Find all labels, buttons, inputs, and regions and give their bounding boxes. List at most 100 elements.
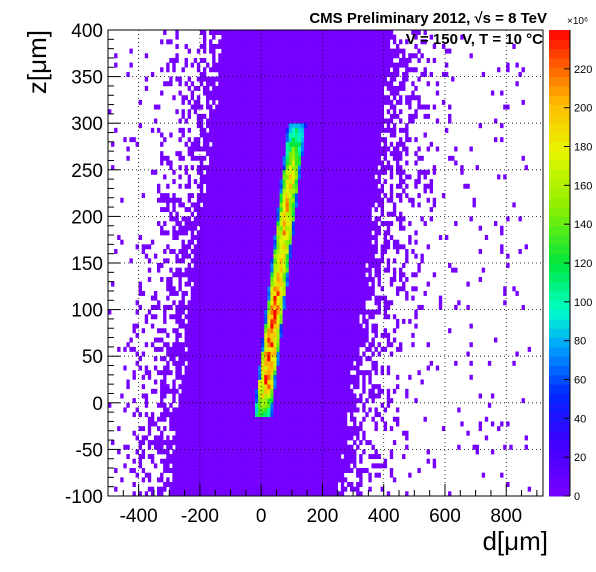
heatmap-cell [242, 267, 247, 273]
heatmap-cell [224, 486, 228, 492]
heatmap-cell [206, 412, 210, 418]
heatmap-cell [328, 281, 332, 287]
heatmap-cell [212, 463, 216, 469]
heatmap-cell [322, 426, 326, 432]
heatmap-cell [313, 388, 317, 394]
heatmap-cell [206, 407, 210, 413]
heatmap-cell [411, 249, 415, 254]
heatmap-cell [294, 300, 299, 306]
heatmap-cell [276, 295, 280, 301]
heatmap-cell [365, 221, 369, 227]
heatmap-cell [316, 290, 320, 296]
heatmap-cell [285, 328, 290, 334]
heatmap-cell [212, 402, 216, 408]
heatmap-cell [199, 407, 204, 413]
heatmap-cell [313, 174, 317, 180]
heatmap-cell [307, 351, 311, 357]
heatmap-cell [500, 421, 504, 427]
heatmap-cell [206, 346, 210, 352]
heatmap-cell [248, 463, 253, 469]
heatmap-cell [337, 440, 342, 446]
heatmap-cell [258, 225, 262, 231]
heatmap-cell [267, 314, 271, 320]
heatmap-cell [267, 230, 271, 236]
heatmap-cell [172, 379, 176, 385]
heatmap-cell [242, 430, 247, 436]
heatmap-cell [199, 230, 204, 236]
heatmap-cell [276, 482, 280, 487]
heatmap-cell [233, 360, 237, 366]
heatmap-cell [160, 263, 164, 268]
heatmap-cell [368, 239, 372, 245]
heatmap-cell [291, 351, 296, 357]
heatmap-cell [150, 304, 155, 310]
heatmap-cell [273, 328, 277, 334]
heatmap-cell [255, 309, 259, 315]
heatmap-cell [212, 449, 216, 455]
heatmap-cell [276, 360, 280, 366]
heatmap-cell [319, 384, 323, 390]
heatmap-cell [282, 272, 286, 278]
heatmap-cell [365, 249, 369, 254]
heatmap-cell [248, 444, 253, 450]
heatmap-cell [359, 179, 363, 185]
heatmap-cell [294, 412, 299, 418]
heatmap-cell [261, 230, 265, 236]
heatmap-cell [343, 393, 348, 399]
heatmap-cell [135, 360, 139, 366]
heatmap-cell [132, 491, 136, 497]
heatmap-cell [224, 402, 228, 408]
heatmap-cell [291, 221, 296, 227]
heatmap-cell [147, 267, 152, 273]
heatmap-cell [221, 221, 225, 227]
heatmap-cell [242, 300, 247, 306]
heatmap-cell [343, 416, 348, 422]
heatmap-cell [251, 267, 256, 273]
heatmap-cell [261, 188, 265, 194]
heatmap-cell [236, 332, 241, 338]
heatmap-cell [150, 491, 155, 497]
heatmap-cell [267, 281, 271, 287]
heatmap-cell [199, 244, 204, 250]
heatmap-cell [184, 225, 188, 231]
heatmap-cell [190, 221, 195, 227]
heatmap-cell [212, 309, 216, 315]
heatmap-cell [380, 188, 384, 194]
heatmap-cell [138, 444, 142, 450]
heatmap-cell [187, 388, 192, 394]
heatmap-cell [221, 351, 225, 357]
heatmap-cell [343, 276, 348, 282]
heatmap-cell [304, 421, 308, 427]
heatmap-cell [258, 179, 262, 185]
heatmap-cell [310, 416, 314, 422]
heatmap-cell [215, 174, 219, 180]
heatmap-cell [313, 482, 317, 487]
heatmap-cell [346, 332, 351, 338]
heatmap-cell [291, 258, 296, 264]
heatmap-cell [325, 193, 329, 199]
heatmap-cell [276, 216, 280, 222]
heatmap-cell [297, 463, 302, 469]
heatmap-cell [512, 360, 516, 366]
heatmap-cell [383, 426, 388, 432]
heatmap-cell [353, 351, 357, 357]
heatmap-cell [202, 472, 207, 478]
heatmap-cell [196, 304, 201, 310]
heatmap-cell [319, 491, 323, 497]
heatmap-cell [337, 276, 342, 282]
heatmap-cell [172, 407, 176, 413]
heatmap-cell [490, 393, 495, 399]
heatmap-cell [264, 188, 268, 194]
heatmap-cell [215, 183, 219, 189]
heatmap-cell [300, 230, 305, 236]
heatmap-cell [190, 421, 195, 427]
heatmap-cell [150, 342, 155, 348]
heatmap-cell [405, 393, 409, 399]
heatmap-cell [316, 286, 320, 292]
heatmap-cell [350, 342, 354, 348]
heatmap-cell [206, 491, 210, 497]
heatmap-cell [288, 318, 293, 324]
heatmap-cell [291, 374, 296, 380]
heatmap-cell [147, 444, 152, 450]
heatmap-cell [193, 309, 198, 315]
